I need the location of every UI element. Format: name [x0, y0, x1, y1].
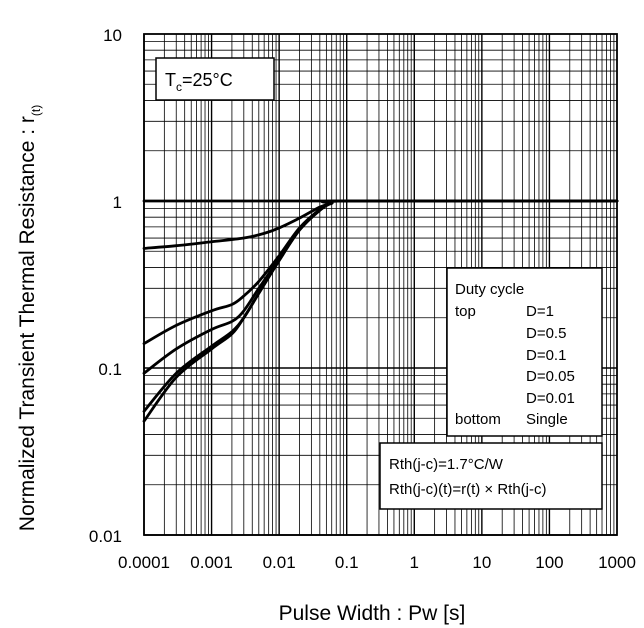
rth-note-frame [379, 442, 603, 510]
x-tick-label: 1000 [598, 553, 636, 572]
legend-entry-d005: D=0.05 [526, 368, 575, 385]
y-tick-label: 0.01 [89, 527, 122, 546]
legend: Duty cycle top D=1 D=0.5 D=0.1 D=0.05 D=… [446, 267, 603, 437]
y-tick-label: 10 [103, 26, 122, 45]
x-tick-label: 100 [535, 553, 563, 572]
condition-text: Tc=25°C [165, 70, 233, 94]
rth-note: Rth(j-c)=1.7°C/W Rth(j-c)(t)=r(t) × Rth(… [379, 442, 603, 510]
legend-title: Duty cycle [455, 281, 524, 298]
condition-subscript: c [176, 80, 182, 94]
y-tick-label: 1 [113, 193, 122, 212]
x-tick-label: 1 [410, 553, 419, 572]
y-axis-label-subscript: (t) [29, 105, 43, 116]
legend-bottom-label: bottom [455, 411, 501, 428]
condition-value: =25°C [182, 70, 233, 90]
x-tick-label: 0.001 [190, 553, 233, 572]
plot-frame [143, 33, 618, 536]
rth-note-line-1: Rth(j-c)=1.7°C/W [389, 456, 504, 473]
legend-top-label: top [455, 303, 476, 320]
legend-entry-d001: D=0.01 [526, 390, 575, 407]
condition-symbol: T [165, 70, 176, 90]
rth-note-line-2: Rth(j-c)(t)=r(t) × Rth(j-c) [389, 481, 547, 498]
series-lines [142, 199, 619, 423]
x-tick-label: 10 [472, 553, 491, 572]
condition-box: Tc=25°C [155, 57, 275, 101]
x-tick-label: 0.01 [263, 553, 296, 572]
y-tick-labels: 0.01 0.1 1 10 [89, 26, 122, 546]
legend-entry-d05: D=0.5 [526, 325, 566, 342]
legend-frame [446, 267, 603, 437]
x-tick-labels: 0.0001 0.001 0.01 0.1 1 10 100 1000 [118, 553, 636, 572]
condition-box-frame [155, 57, 275, 101]
legend-entry-single: Single [526, 411, 568, 428]
legend-entry-d01: D=0.1 [526, 347, 566, 364]
series-line-single [142, 199, 619, 423]
y-axis-label: Normalized Transient Thermal Resistance … [16, 105, 43, 531]
x-axis-label: Pulse Width : Pw [s] [279, 602, 466, 625]
x-tick-label: 0.1 [335, 553, 359, 572]
x-tick-label: 0.0001 [118, 553, 170, 572]
y-tick-label: 0.1 [98, 360, 122, 379]
y-axis-label-main: Normalized Transient Thermal Resistance … [16, 116, 39, 531]
legend-entry-d1: D=1 [526, 303, 554, 320]
